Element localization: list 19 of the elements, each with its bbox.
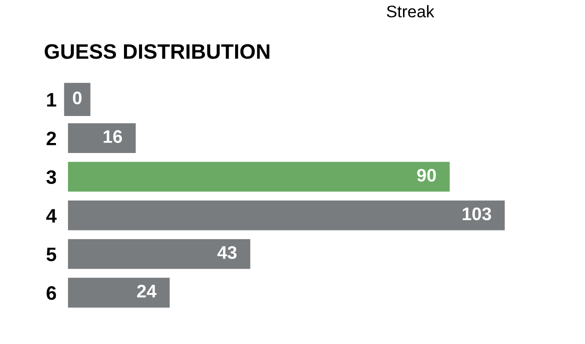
y-tick-label: 3 [46, 170, 56, 184]
data-label: 43 [217, 246, 237, 259]
y-tick-label: 1 [47, 93, 56, 107]
data-label: 16 [104, 130, 122, 143]
bar [68, 162, 450, 192]
y-tick-label: 4 [46, 209, 57, 222]
text: Streak [386, 5, 434, 18]
bar [68, 278, 170, 308]
bar [68, 123, 136, 153]
data-label: 90 [417, 168, 436, 182]
data-label: 0 [72, 92, 82, 104]
y-tick-label: 5 [46, 248, 56, 262]
y-tick-label: 2 [46, 132, 56, 146]
y-tick-label: 6 [46, 286, 56, 300]
data-label: 24 [137, 284, 156, 298]
chart-title: GUESS DISTRIBUTION [44, 44, 270, 59]
data-label: 103 [462, 207, 492, 220]
bar [68, 239, 250, 269]
bar [68, 200, 505, 230]
